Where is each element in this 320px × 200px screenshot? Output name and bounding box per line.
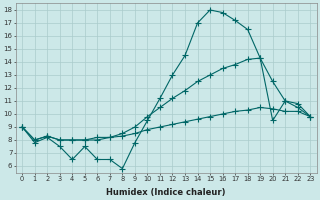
X-axis label: Humidex (Indice chaleur): Humidex (Indice chaleur) <box>107 188 226 197</box>
